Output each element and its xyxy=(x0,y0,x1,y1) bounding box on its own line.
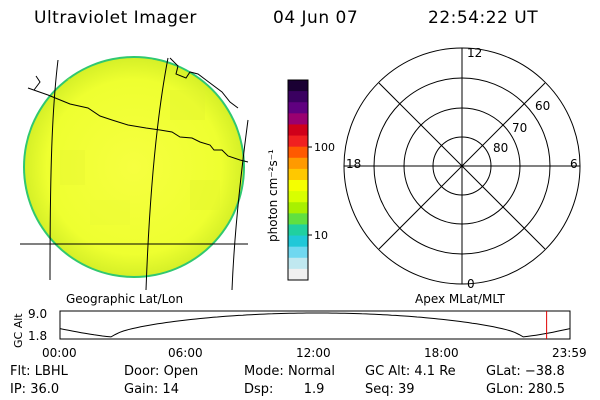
dsp-field: Dsp: 1.9 xyxy=(244,382,324,397)
colorbar-cell xyxy=(288,268,308,281)
meridian-line xyxy=(231,119,249,291)
colorbar-cell xyxy=(288,102,308,114)
mlt-label-12: 12 xyxy=(467,46,482,60)
colorbar-frame xyxy=(287,79,309,281)
mlt-label-0: 0 xyxy=(467,277,475,291)
meridian-line xyxy=(145,57,169,291)
mode-label: Mode: xyxy=(244,364,284,379)
coastline xyxy=(27,87,249,163)
altitude-ytick-bottom: 1.8 xyxy=(28,329,47,343)
colorbar-cell xyxy=(288,168,308,181)
gain-value: 14 xyxy=(162,382,179,397)
lat-label-70: 70 xyxy=(512,121,527,135)
flt-field: Flt: LBHL xyxy=(10,364,68,379)
altitude-xtick-0600: 06:00 xyxy=(168,346,203,360)
seq-label: Seq: xyxy=(365,382,394,397)
lat-label-60: 60 xyxy=(535,99,550,113)
colorbar-cell xyxy=(288,146,308,159)
colorbar-tick-100: 100 xyxy=(314,141,335,154)
gain-field: Gain: 14 xyxy=(124,382,179,397)
mode-value: Normal xyxy=(287,364,335,379)
seq-field: Seq: 39 xyxy=(365,382,415,397)
colorbar-cell xyxy=(288,202,308,214)
glat-value: −38.8 xyxy=(524,364,565,379)
gain-label: Gain: xyxy=(124,382,159,397)
door-label: Door: xyxy=(124,364,160,379)
colorbar-cell xyxy=(288,224,308,237)
apex-panel-label: Apex MLat/MLT xyxy=(415,292,505,306)
glon-label: GLon: xyxy=(486,382,524,397)
altitude-xtick-1800: 18:00 xyxy=(424,346,459,360)
date-label: 04 Jun 07 xyxy=(273,8,359,28)
door-value: Open xyxy=(163,364,199,379)
mode-field: Mode: Normal xyxy=(244,364,335,379)
disk-texture xyxy=(40,60,220,225)
flt-label: Flt: xyxy=(10,364,31,379)
ip-value: 36.0 xyxy=(30,382,60,397)
flt-value: LBHL xyxy=(34,364,68,379)
polar-plot xyxy=(343,47,581,285)
altitude-plot-frame xyxy=(59,310,571,340)
altitude-plot: GC Alt 9.0 1.8 00:00 06:00 12:00 18:00 2… xyxy=(12,307,587,360)
dsp-label: Dsp: xyxy=(244,382,274,397)
altitude-ylabel: GC Alt xyxy=(12,313,25,348)
ip-field: IP: 36.0 xyxy=(10,382,59,397)
ip-label: IP: xyxy=(10,382,27,397)
seq-value: 39 xyxy=(398,382,415,397)
disk-fill xyxy=(25,58,243,276)
altitude-xtick-2359: 23:59 xyxy=(552,346,587,360)
colorbar-cell xyxy=(288,113,308,125)
colorbar-cell xyxy=(288,91,308,103)
colorbar-cell xyxy=(288,246,308,259)
dsp-value: 1.9 xyxy=(303,382,325,397)
altitude-ytick-top: 9.0 xyxy=(28,307,47,321)
gcalt-value: 4.1 Re xyxy=(414,364,456,379)
gcalt-label: GC Alt: xyxy=(365,364,411,379)
colorbar-cell xyxy=(288,157,308,170)
colorbar-cell xyxy=(288,180,308,192)
geo-panel-label: Geographic Lat/Lon xyxy=(66,292,183,306)
colorbar-cell xyxy=(288,257,308,270)
altitude-curve xyxy=(59,312,571,338)
colorbar-cells xyxy=(288,80,308,281)
colorbar-cell xyxy=(288,235,308,248)
glat-label: GLat: xyxy=(486,364,521,379)
colorbar-cell xyxy=(288,80,308,92)
mlt-label-18: 18 xyxy=(346,157,361,171)
colorbar-cell xyxy=(288,124,308,137)
time-label: 22:54:22 UT xyxy=(428,8,539,28)
glon-field: GLon: 280.5 xyxy=(486,382,565,397)
uv-image-disk xyxy=(20,56,249,291)
colorbar-cell xyxy=(288,191,308,203)
coastline xyxy=(169,57,239,109)
colorbar-cell xyxy=(288,135,308,148)
polar-diagonal xyxy=(378,82,546,250)
colorbar-unit-label: photon cm⁻²s⁻¹ xyxy=(266,149,280,242)
polar-labels: 12 18 6 0 60 70 80 xyxy=(346,46,578,291)
gcalt-field: GC Alt: 4.1 Re xyxy=(365,364,456,379)
coastline xyxy=(33,75,41,91)
colorbar: 100 10 photon cm⁻²s⁻¹ xyxy=(266,79,335,281)
glat-field: GLat: −38.8 xyxy=(486,364,565,379)
colorbar-tick-10: 10 xyxy=(314,229,328,242)
altitude-xtick-1200: 12:00 xyxy=(296,346,331,360)
altitude-xtick-0000: 00:00 xyxy=(42,346,77,360)
glon-value: 280.5 xyxy=(527,382,566,397)
instrument-title: Ultraviolet Imager xyxy=(34,8,197,28)
lat-label-80: 80 xyxy=(493,141,508,155)
geo-grid-lines xyxy=(20,57,249,291)
meridian-line xyxy=(49,59,59,281)
colorbar-cell xyxy=(288,213,308,225)
door-field: Door: Open xyxy=(124,364,198,379)
mlt-label-6: 6 xyxy=(570,157,578,171)
